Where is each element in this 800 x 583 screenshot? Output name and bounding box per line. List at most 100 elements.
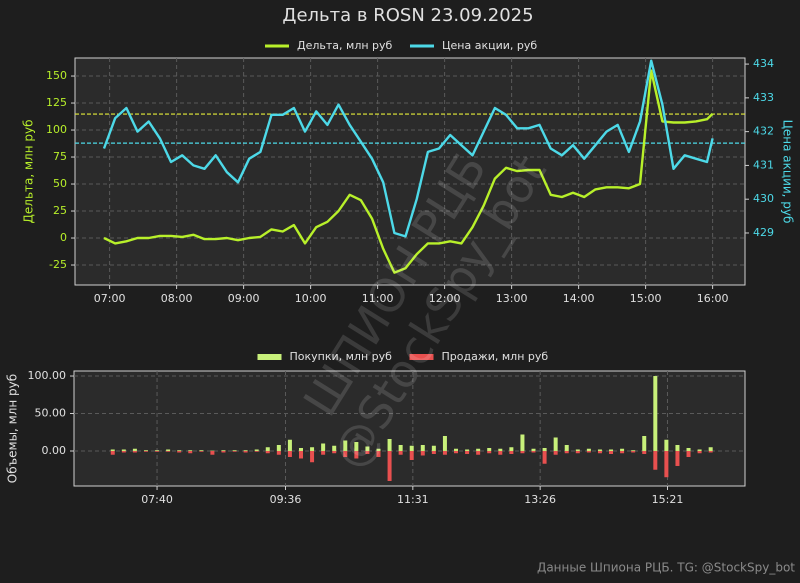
bar bbox=[243, 450, 248, 453]
bar bbox=[166, 450, 171, 452]
bar bbox=[221, 450, 226, 451]
y2-tick-label: 434 bbox=[753, 57, 774, 70]
bar bbox=[298, 447, 303, 451]
y-tick-label: 25 bbox=[53, 204, 67, 217]
bar bbox=[520, 434, 525, 451]
bar bbox=[708, 450, 713, 453]
x-tick-label: 08:00 bbox=[161, 292, 193, 305]
bar bbox=[653, 376, 658, 451]
bar bbox=[575, 450, 580, 454]
bar bbox=[442, 435, 447, 451]
x-tick-label: 09:36 bbox=[270, 493, 302, 506]
bar bbox=[708, 447, 713, 451]
y-tick-label: 100.00 bbox=[28, 369, 67, 382]
bar bbox=[675, 444, 680, 451]
bar bbox=[155, 450, 160, 451]
plot-area bbox=[73, 370, 746, 487]
bar bbox=[553, 450, 558, 455]
bar bbox=[132, 450, 137, 453]
x-tick-label: 07:00 bbox=[94, 292, 126, 305]
bar bbox=[354, 441, 359, 451]
x-tick-label: 10:00 bbox=[295, 292, 327, 305]
bar bbox=[276, 444, 281, 451]
bar bbox=[476, 450, 481, 455]
x-tick-label: 12:00 bbox=[429, 292, 461, 305]
bar bbox=[365, 450, 370, 454]
y-tick-label: 0.00 bbox=[42, 444, 67, 457]
bar bbox=[143, 450, 148, 451]
y-tick-label: 50 bbox=[53, 177, 67, 190]
bar bbox=[110, 449, 115, 451]
bar bbox=[177, 450, 182, 451]
y2-tick-label: 429 bbox=[753, 226, 774, 239]
footer: Данные Шпиона РЦБ. TG: @StockSpy_bot bbox=[537, 561, 795, 575]
bar bbox=[586, 450, 591, 453]
bar bbox=[542, 447, 547, 451]
x-tick-label: 09:00 bbox=[228, 292, 260, 305]
bar bbox=[442, 450, 447, 455]
bar bbox=[221, 450, 226, 453]
bar bbox=[332, 445, 337, 451]
x-tick-label: 07:40 bbox=[141, 493, 173, 506]
bar bbox=[143, 450, 148, 452]
bar bbox=[321, 443, 326, 451]
bar bbox=[642, 450, 647, 454]
bar bbox=[454, 450, 459, 454]
bar bbox=[287, 439, 292, 451]
legend-label: Дельта, млн руб bbox=[297, 39, 393, 52]
y-tick-label: 150 bbox=[46, 69, 67, 82]
bar bbox=[531, 448, 536, 451]
y-tick-label: 100 bbox=[46, 123, 67, 136]
bar bbox=[431, 445, 436, 451]
bar bbox=[575, 449, 580, 451]
bar bbox=[177, 450, 182, 453]
x-tick-label: 11:00 bbox=[362, 292, 394, 305]
x-tick-label: 11:31 bbox=[397, 493, 429, 506]
legend-label: Покупки, млн руб bbox=[290, 350, 393, 363]
bar bbox=[664, 450, 669, 478]
bar bbox=[620, 450, 625, 454]
bar bbox=[609, 449, 614, 451]
y-axis-label: Дельта, млн руб bbox=[22, 120, 36, 224]
bar bbox=[343, 450, 348, 457]
bar bbox=[509, 450, 514, 454]
legend-label: Продажи, млн руб bbox=[442, 350, 549, 363]
bar bbox=[121, 450, 126, 453]
bar bbox=[431, 450, 436, 454]
bar bbox=[697, 450, 702, 454]
bar bbox=[188, 450, 193, 451]
bar bbox=[321, 450, 326, 455]
bar bbox=[653, 450, 658, 470]
bar bbox=[697, 449, 702, 451]
x-tick-label: 15:00 bbox=[630, 292, 662, 305]
bar bbox=[465, 450, 470, 454]
bar bbox=[564, 450, 569, 454]
bar bbox=[597, 449, 602, 451]
bar bbox=[376, 450, 381, 457]
bar bbox=[409, 445, 414, 451]
bar bbox=[199, 450, 204, 451]
x-tick-label: 13:26 bbox=[524, 493, 556, 506]
plot-area bbox=[74, 57, 746, 286]
y2-tick-label: 430 bbox=[753, 192, 774, 205]
bar bbox=[210, 450, 215, 455]
y2-tick-label: 431 bbox=[753, 158, 774, 171]
bar bbox=[564, 444, 569, 451]
bar bbox=[553, 437, 558, 451]
bar bbox=[166, 449, 171, 451]
y-tick-label: -25 bbox=[49, 258, 67, 271]
bar bbox=[498, 448, 503, 451]
bar bbox=[620, 448, 625, 451]
bar bbox=[498, 450, 503, 455]
bar bbox=[631, 450, 636, 453]
y-axis-label: Объемы, млн руб bbox=[6, 374, 20, 483]
y2-axis-label: Цена акции, руб bbox=[781, 120, 795, 224]
bar bbox=[298, 450, 303, 459]
bar bbox=[332, 450, 337, 454]
bar bbox=[232, 450, 237, 451]
bar bbox=[354, 450, 359, 459]
bar bbox=[686, 447, 691, 451]
bar bbox=[531, 450, 536, 453]
bar bbox=[110, 450, 115, 455]
